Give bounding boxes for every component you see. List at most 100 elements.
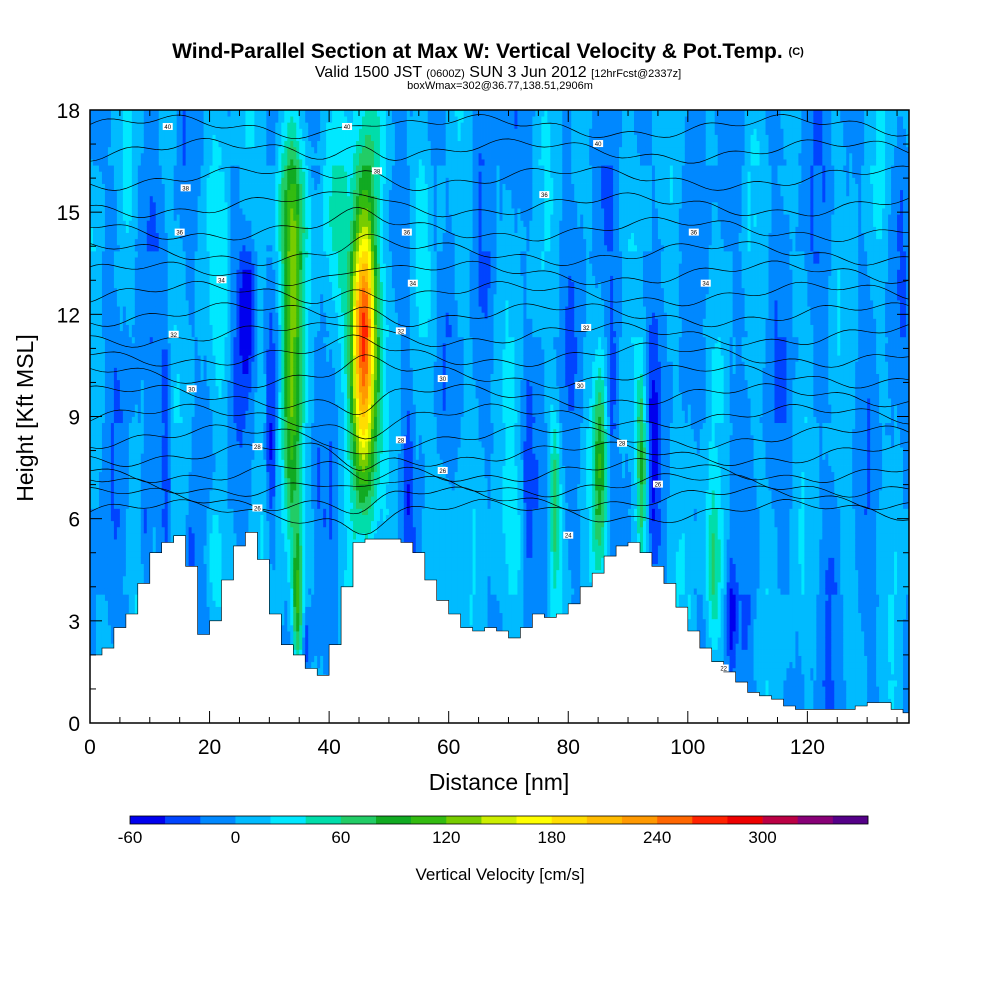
- w-cell: [209, 269, 213, 276]
- w-cell: [206, 379, 210, 387]
- w-cell: [90, 355, 94, 362]
- w-cell: [140, 385, 145, 393]
- w-cell: [200, 594, 204, 601]
- w-cell: [122, 336, 127, 344]
- w-cell: [107, 281, 112, 289]
- w-cell: [188, 140, 193, 148]
- w-cell: [218, 355, 222, 362]
- w-cell: [137, 557, 142, 565]
- w-cell: [161, 502, 166, 509]
- w-cell: [200, 293, 204, 301]
- w-cell: [146, 526, 151, 534]
- w-cell: [164, 483, 169, 491]
- w-cell: [110, 410, 115, 417]
- w-cell: [185, 300, 190, 307]
- w-cell: [107, 373, 112, 381]
- w-cell: [173, 214, 178, 221]
- w-cell: [185, 453, 190, 460]
- w-cell: [128, 600, 133, 607]
- w-cell: [113, 146, 118, 154]
- w-cell: [230, 177, 234, 184]
- w-cell: [206, 281, 210, 289]
- w-cell: [95, 342, 100, 350]
- w-cell: [128, 398, 133, 405]
- w-cell: [179, 244, 184, 252]
- w-cell: [125, 496, 130, 503]
- w-cell: [143, 281, 148, 289]
- w-cell: [152, 159, 157, 166]
- w-cell: [167, 165, 172, 172]
- w-cell: [140, 324, 145, 332]
- w-cell: [230, 391, 234, 399]
- w-cell: [191, 312, 196, 319]
- w-cell: [152, 257, 157, 264]
- w-cell: [227, 465, 231, 473]
- w-cell: [149, 146, 154, 154]
- w-cell: [101, 551, 106, 558]
- w-cell: [149, 422, 154, 430]
- w-cell: [95, 177, 100, 184]
- w-cell: [170, 453, 175, 460]
- w-cell: [128, 171, 133, 178]
- w-cell: [215, 545, 219, 552]
- w-cell: [113, 152, 118, 160]
- w-cell: [167, 483, 172, 491]
- w-cell: [224, 398, 228, 405]
- w-cell: [158, 520, 163, 528]
- w-cell: [218, 330, 222, 338]
- w-cell: [137, 165, 142, 172]
- w-cell: [188, 110, 193, 117]
- w-cell: [209, 312, 213, 319]
- w-cell: [209, 122, 213, 129]
- w-cell: [206, 410, 210, 417]
- w-cell: [92, 269, 97, 276]
- w-cell: [134, 312, 139, 319]
- w-cell: [95, 631, 100, 638]
- w-cell: [233, 306, 237, 313]
- w-cell: [218, 514, 222, 522]
- w-cell: [197, 582, 201, 589]
- w-cell: [152, 226, 157, 233]
- w-cell: [215, 355, 219, 362]
- w-cell: [90, 404, 94, 411]
- w-cell: [230, 514, 234, 522]
- w-cell: [107, 226, 112, 233]
- w-cell: [185, 551, 190, 558]
- w-cell: [119, 453, 124, 460]
- w-cell: [194, 281, 199, 289]
- w-cell: [90, 477, 94, 485]
- w-cell: [230, 336, 234, 344]
- w-cell: [197, 490, 201, 497]
- w-cell: [92, 441, 97, 448]
- w-cell: [221, 532, 225, 540]
- w-cell: [215, 600, 219, 607]
- w-cell: [155, 532, 160, 540]
- w-cell: [236, 502, 240, 509]
- w-cell: [164, 342, 169, 350]
- w-cell: [197, 379, 201, 387]
- w-cell: [90, 643, 94, 650]
- w-cell: [218, 220, 222, 227]
- w-cell: [206, 496, 210, 503]
- w-cell: [137, 232, 142, 240]
- w-cell: [176, 312, 181, 319]
- w-cell: [185, 281, 190, 289]
- w-cell: [218, 545, 222, 552]
- w-cell: [131, 416, 136, 424]
- w-cell: [188, 367, 193, 374]
- w-cell: [161, 336, 166, 344]
- w-cell: [128, 367, 133, 374]
- w-cell: [95, 434, 100, 442]
- w-cell: [188, 477, 193, 485]
- w-cell: [101, 140, 106, 148]
- w-cell: [146, 434, 151, 442]
- w-cell: [197, 128, 201, 135]
- w-cell: [203, 539, 207, 546]
- w-cell: [137, 551, 142, 558]
- w-cell: [224, 336, 228, 344]
- w-cell: [116, 612, 121, 620]
- w-cell: [119, 134, 124, 142]
- w-cell: [176, 471, 181, 479]
- w-cell: [203, 134, 207, 142]
